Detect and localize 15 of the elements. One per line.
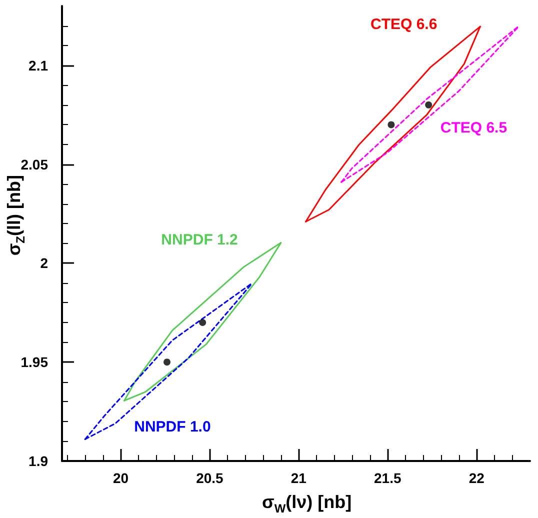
y-tick-label: 2 [40, 255, 48, 272]
x-tick-label: 20 [112, 470, 129, 486]
series-label: NNPDF 1.0 [134, 418, 211, 436]
x-tick-label: 21.5 [374, 470, 402, 486]
x-tick-label: 20.5 [196, 470, 224, 486]
x-tick-label: 22 [468, 470, 485, 486]
y-tick-label: 1.95 [20, 354, 48, 370]
x-tick-label: 21 [290, 470, 307, 486]
y-tick-label: 1.9 [28, 453, 48, 469]
series-label: CTEQ 6.5 [440, 120, 508, 137]
y-tick-label: 2.1 [28, 57, 48, 74]
series-label: CTEQ 6.6 [370, 16, 438, 34]
y-tick-label: 2.05 [20, 156, 48, 172]
series-label: NNPDF 1.2 [161, 231, 238, 248]
x-axis-title: σ$_{W}$(lν) [nb] [262, 492, 352, 516]
